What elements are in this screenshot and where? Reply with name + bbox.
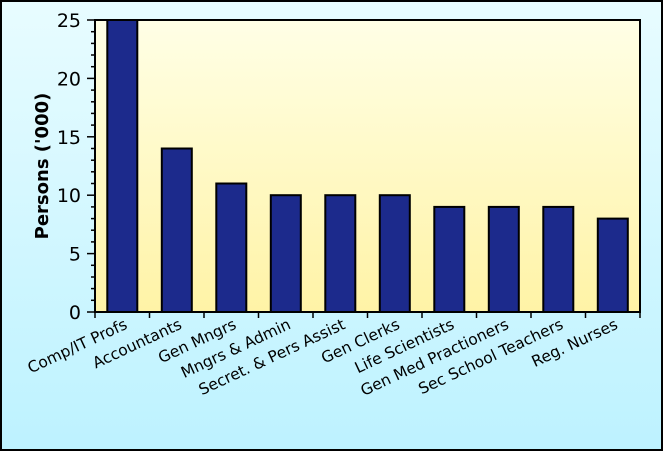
y-axis-label: Persons ('000) (32, 93, 53, 240)
y-tick-label-15: 15 (57, 127, 81, 149)
bars-group (106, 19, 629, 314)
bar-1 (160, 147, 193, 313)
y-tick-label-25: 25 (57, 10, 81, 32)
bar-6 (433, 205, 466, 313)
bar-0 (106, 19, 139, 313)
y-axis: 0 5 10 15 20 25 (57, 10, 95, 324)
y-tick-label-20: 20 (57, 68, 81, 90)
bar-2 (215, 182, 248, 313)
bar-7 (487, 205, 520, 313)
y-tick-label-0: 0 (69, 302, 81, 324)
bar-8 (542, 205, 575, 313)
bar-5 (378, 194, 411, 313)
y-tick-label-5: 5 (69, 244, 81, 266)
bar-4 (324, 194, 357, 313)
bar-9 (596, 217, 629, 314)
bar-3 (269, 194, 302, 313)
y-tick-label-10: 10 (57, 185, 81, 207)
